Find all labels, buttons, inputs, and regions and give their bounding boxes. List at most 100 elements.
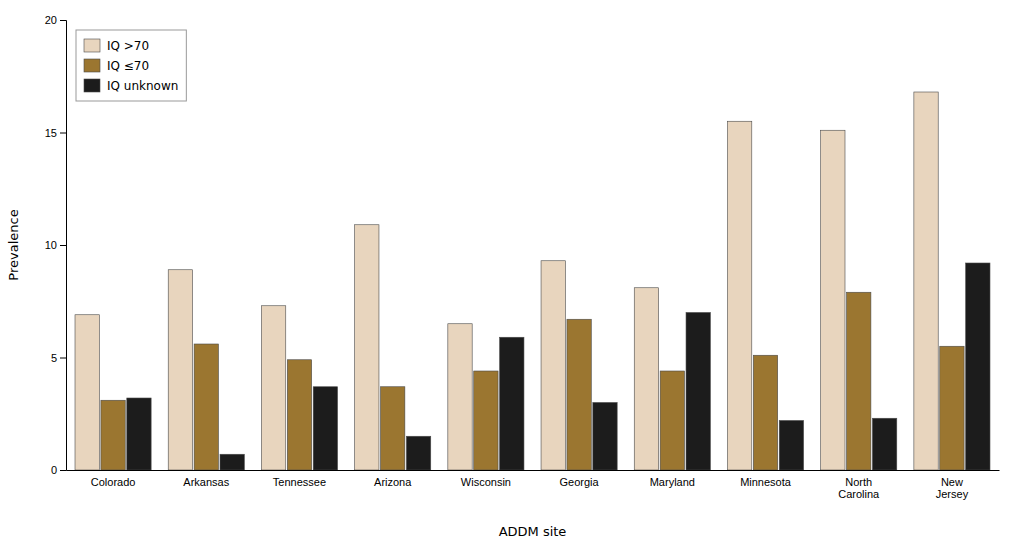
tick: Maryland [650, 476, 695, 488]
x-axis: Colorado Arkansas Tennessee Arizona Wisconsi… [67, 471, 1000, 501]
tick-mark [60, 470, 66, 471]
legend-label: IQ ≤70 [107, 59, 149, 73]
bar [313, 387, 337, 470]
tick-label-line: Tennessee [273, 476, 326, 488]
bar [448, 324, 472, 470]
legend-item: IQ unknown [84, 79, 178, 93]
tick: Wisconsin [461, 476, 511, 488]
tick-label: 5 [51, 352, 57, 364]
bar [101, 400, 125, 470]
tick-label-line: New [941, 476, 963, 488]
bar [541, 261, 565, 470]
plot: 0 5 10 15 20 Colorado Arkansas Tennessee Arizona… [45, 14, 1000, 500]
y-axis: 0 5 10 15 20 [45, 14, 67, 476]
tick-label: Georgia [560, 476, 600, 488]
bar [567, 319, 591, 470]
tick-label: NewJersey [936, 476, 969, 501]
tick-label: NorthCarolina [838, 476, 880, 501]
bars [75, 92, 990, 470]
tick: NewJersey [936, 476, 969, 501]
tick: 20 [45, 14, 66, 26]
legend-frame [76, 30, 186, 101]
bar-series [127, 263, 990, 470]
bar [686, 313, 710, 471]
bar [821, 130, 845, 470]
bar [753, 355, 777, 470]
bar [593, 403, 617, 471]
legend: IQ >70 IQ ≤70 IQ unknown [76, 30, 186, 101]
bar [872, 418, 896, 470]
tick-label-line: Arkansas [183, 476, 229, 488]
bar [75, 315, 99, 470]
tick: 5 [51, 352, 66, 364]
tick-label-line: North [845, 476, 872, 488]
legend-swatch [84, 79, 100, 92]
tick-label-line: Carolina [838, 488, 880, 500]
legend-swatch [84, 39, 100, 52]
bar [168, 270, 192, 470]
bar [474, 371, 498, 470]
tick: Arkansas [183, 476, 229, 488]
tick-label-line: Jersey [936, 488, 969, 500]
tick-label: Maryland [650, 476, 695, 488]
tick-label: 20 [45, 14, 57, 26]
tick-label: 15 [45, 127, 57, 139]
tick-label: 0 [51, 464, 57, 476]
tick-label: Colorado [91, 476, 136, 488]
legend-label: IQ unknown [107, 79, 178, 93]
tick-label-line: Colorado [91, 476, 136, 488]
bar [194, 344, 218, 470]
tick-label-line: Wisconsin [461, 476, 511, 488]
tick: 10 [45, 239, 66, 251]
tick-mark [60, 358, 66, 359]
bar [966, 263, 990, 470]
bar [261, 306, 285, 470]
tick-label: Arkansas [183, 476, 229, 488]
tick: Tennessee [273, 476, 326, 488]
chart: 0 5 10 15 20 Colorado Arkansas Tennessee Arizona… [0, 0, 1019, 548]
bar [381, 387, 405, 470]
legend-item: IQ ≤70 [84, 59, 149, 73]
tick-label: 10 [45, 239, 57, 251]
tick-label-line: Georgia [560, 476, 600, 488]
legend-label: IQ >70 [107, 39, 149, 53]
bar [779, 421, 803, 471]
bar [727, 121, 751, 470]
tick: Arizona [374, 476, 412, 488]
tick: 0 [51, 464, 66, 476]
x-axis-title: ADDM site [499, 524, 567, 539]
y-axis-title: Prevalence [6, 209, 21, 280]
tick: Colorado [91, 476, 136, 488]
bar [940, 346, 964, 470]
axis-line [67, 470, 1000, 471]
tick-mark [60, 133, 66, 134]
tick-label: Tennessee [273, 476, 326, 488]
tick-label: Arizona [374, 476, 412, 488]
bar [220, 454, 244, 470]
bar [406, 436, 430, 470]
tick-label-line: Maryland [650, 476, 695, 488]
tick: Minnesota [740, 476, 792, 488]
bar [287, 360, 311, 470]
bar-series [75, 92, 938, 470]
bar [847, 292, 871, 470]
tick-label-line: Minnesota [740, 476, 792, 488]
tick: 15 [45, 127, 66, 139]
tick-label: Wisconsin [461, 476, 511, 488]
bar [634, 288, 658, 470]
tick-mark [60, 245, 66, 246]
bar-series [101, 292, 964, 470]
tick-mark [60, 20, 66, 21]
bar [660, 371, 684, 470]
axis-line [60, 21, 67, 471]
bar [500, 337, 524, 470]
legend-item: IQ >70 [84, 39, 149, 53]
bar [127, 398, 151, 470]
tick-label: Minnesota [740, 476, 792, 488]
bar [914, 92, 938, 470]
tick: NorthCarolina [838, 476, 880, 501]
tick: Georgia [560, 476, 600, 488]
bar [355, 225, 379, 470]
tick-label-line: Arizona [374, 476, 412, 488]
legend-swatch [84, 59, 100, 72]
